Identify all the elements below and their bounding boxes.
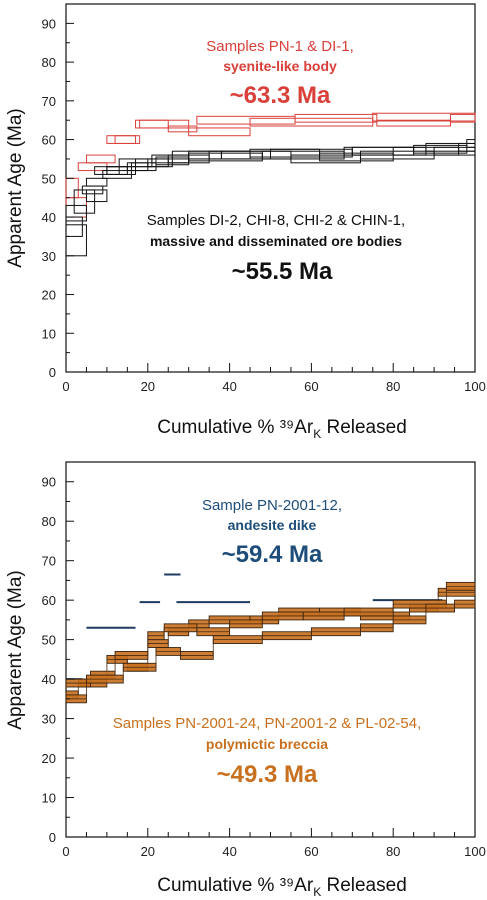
age-step-box xyxy=(73,189,96,214)
x-axis-title-tail: Released xyxy=(321,875,407,896)
y-tick-label: 0 xyxy=(49,365,56,380)
x-tick-label: 100 xyxy=(464,379,486,394)
age-step-box xyxy=(85,177,108,187)
age-step-box xyxy=(413,144,468,154)
y-tick-label: 40 xyxy=(42,672,56,687)
annotation-rock-type: massive and disseminated ore bodies xyxy=(150,233,402,249)
x-tick-label: 0 xyxy=(62,379,69,394)
age-step-box xyxy=(458,142,476,152)
x-tick-label: 40 xyxy=(222,379,236,394)
y-tick-label: 50 xyxy=(42,171,56,186)
age-step-box xyxy=(319,152,394,162)
x-axis-title: Cumulative % ³⁹ArK Released xyxy=(157,417,407,441)
x-tick-marks xyxy=(65,828,476,837)
annotation-sample-line: Sample PN-2001-12, xyxy=(202,497,342,514)
annotation-sample-line: Samples PN-1 & DI-1, xyxy=(206,38,354,55)
y-tick-label: 0 xyxy=(49,830,56,845)
y-tick-labels: 0 10 20 30 40 50 60 70 80 90 xyxy=(42,16,56,380)
y-tick-label: 30 xyxy=(42,712,56,727)
x-tick-label: 20 xyxy=(141,844,155,859)
age-step-box xyxy=(85,189,108,203)
y-tick-label: 30 xyxy=(42,249,56,264)
y-tick-label: 20 xyxy=(42,751,56,766)
age-step-box xyxy=(208,150,271,160)
x-tick-marks xyxy=(65,363,476,372)
y-tick-label: 80 xyxy=(42,55,56,70)
y-tick-label: 60 xyxy=(42,593,56,608)
annotation-rock-type: syenite-like body xyxy=(223,58,337,74)
age-step-box xyxy=(65,197,87,218)
y-axis-title: Apparent Age (Ma) xyxy=(5,570,26,729)
age-step-box xyxy=(220,150,292,160)
series-group xyxy=(65,581,476,704)
age-step-box xyxy=(85,154,116,164)
age-step-box xyxy=(135,119,169,129)
age-step-box xyxy=(65,224,87,257)
spectrum-connector xyxy=(66,603,475,700)
y-tick-label: 60 xyxy=(42,133,56,148)
y-tick-label: 10 xyxy=(42,791,56,806)
y-tick-label: 40 xyxy=(42,210,56,225)
age-step-box xyxy=(139,119,190,129)
annotation-age: ~49.3 Ma xyxy=(217,761,318,788)
age-step-box xyxy=(196,115,296,125)
age-step-box xyxy=(167,125,198,133)
bottom-age-spectrum-chart: 0 20 40 60 80 100 0 10 20 30 40 50 60 70… xyxy=(5,461,486,899)
x-tick-labels: 0 20 40 60 80 100 xyxy=(62,379,485,394)
y-tick-label: 90 xyxy=(42,475,56,490)
annotation-sample-line: Samples DI-2, CHI-8, CHI-2 & CHIN-1, xyxy=(147,212,405,229)
age-step-box xyxy=(372,112,476,122)
y-tick-marks xyxy=(66,22,74,373)
age-step-box xyxy=(249,117,374,127)
y-tick-label: 90 xyxy=(42,16,56,31)
annotation-rock-type: andesite dike xyxy=(228,517,317,533)
x-axis-title-main: Cumulative % ³⁹Ar xyxy=(157,875,314,896)
annotation-age: ~59.4 Ma xyxy=(222,541,323,568)
age-step-box xyxy=(376,119,451,127)
y-tick-label: 80 xyxy=(42,514,56,529)
spectrum-connector xyxy=(66,585,475,684)
x-axis-title-main: Cumulative % ³⁹Ar xyxy=(157,417,314,438)
age-step-box xyxy=(65,216,83,237)
x-tick-label: 20 xyxy=(141,379,155,394)
y-tick-label: 70 xyxy=(42,554,56,569)
y-tick-label: 50 xyxy=(42,633,56,648)
age-step-box xyxy=(94,166,120,175)
x-tick-label: 80 xyxy=(386,379,400,394)
series-group xyxy=(65,112,476,257)
x-axis-title-tail: Released xyxy=(321,417,407,438)
y-tick-labels: 0 10 20 30 40 50 60 70 80 90 xyxy=(42,475,56,845)
x-axis-title: Cumulative % ³⁹ArK Released xyxy=(157,875,407,899)
age-step-box xyxy=(106,135,141,144)
x-tick-label: 80 xyxy=(386,844,400,859)
age-step-box xyxy=(114,135,137,144)
age-step-box xyxy=(188,127,251,137)
x-tick-labels: 0 20 40 60 80 100 xyxy=(62,844,485,859)
y-tick-label: 20 xyxy=(42,288,56,303)
y-tick-marks xyxy=(66,481,74,838)
top-age-spectrum-chart: 0 20 40 60 80 100 0 10 20 30 40 50 60 70… xyxy=(5,3,486,441)
x-axis-title-subscript: K xyxy=(313,427,321,441)
x-tick-label: 0 xyxy=(62,844,69,859)
x-tick-label: 100 xyxy=(464,844,486,859)
age-step-box xyxy=(65,177,79,199)
annotation-age: ~63.3 Ma xyxy=(230,82,331,109)
x-tick-label: 40 xyxy=(222,844,236,859)
annotation-age: ~55.5 Ma xyxy=(232,258,333,285)
annotation-rock-type: polymictic breccia xyxy=(206,736,328,752)
x-tick-label: 60 xyxy=(304,844,318,859)
y-tick-label: 70 xyxy=(42,94,56,109)
annotation-sample-line: Samples PN-2001-24, PN-2001-2 & PL-02-54… xyxy=(113,715,422,732)
x-axis-title-subscript: K xyxy=(313,885,321,899)
y-axis-title: Apparent Age (Ma) xyxy=(5,108,26,267)
x-tick-label: 60 xyxy=(304,379,318,394)
y-tick-label: 10 xyxy=(42,326,56,341)
